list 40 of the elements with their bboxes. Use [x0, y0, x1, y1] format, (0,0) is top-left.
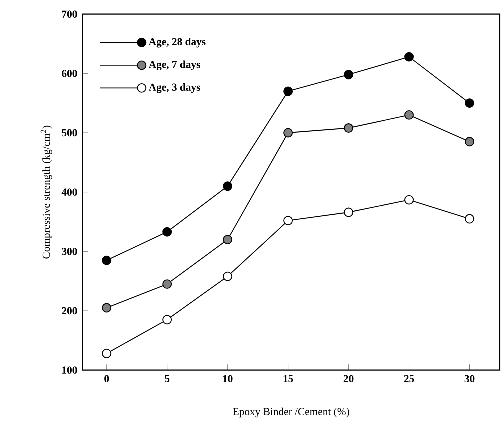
- point: [223, 182, 233, 192]
- y-axis-title: Compressive strength (kg/cm$^{2}$): [40, 126, 52, 259]
- y-tick-label: 400: [62, 188, 78, 196]
- x-tick-label: 20: [344, 375, 354, 383]
- point: [344, 124, 354, 133]
- point: [162, 315, 172, 325]
- point: [162, 227, 172, 237]
- point: [223, 235, 233, 245]
- x-tick-label: 25: [404, 375, 414, 382]
- legend-label: Age, 3 days: [148, 83, 200, 94]
- y-tick-label: 600: [62, 70, 78, 78]
- y-tick-label: 700: [62, 10, 78, 18]
- x-axis-title: Epoxy Binder /Cement (%): [233, 408, 350, 418]
- point: [284, 128, 294, 138]
- point: [465, 137, 474, 147]
- point: [344, 208, 354, 218]
- x-tick-label: 5: [165, 375, 170, 382]
- y-tick-label: 100: [62, 366, 78, 374]
- y-tick-label: 300: [62, 248, 78, 256]
- x-tick-label: 15: [284, 375, 294, 382]
- x-tick-label: 30: [464, 375, 475, 383]
- point: [284, 86, 294, 96]
- point: [102, 348, 112, 358]
- point: [223, 272, 233, 282]
- point: [162, 280, 172, 290]
- point: [465, 98, 474, 108]
- point: [102, 256, 112, 266]
- x-tick-label: 0: [104, 375, 110, 383]
- point: [344, 70, 354, 80]
- point: [465, 214, 474, 224]
- point: [404, 110, 414, 120]
- x-tick-label: 10: [223, 375, 233, 383]
- point: [284, 216, 294, 226]
- y-tick-label: 500: [62, 129, 78, 137]
- legend-label: Age, 7 days: [148, 60, 200, 71]
- point: [102, 303, 112, 313]
- legend-label: Age, 28 days: [148, 38, 206, 48]
- point: [404, 195, 414, 205]
- y-tick-label: 200: [62, 307, 78, 315]
- point: [404, 52, 414, 62]
